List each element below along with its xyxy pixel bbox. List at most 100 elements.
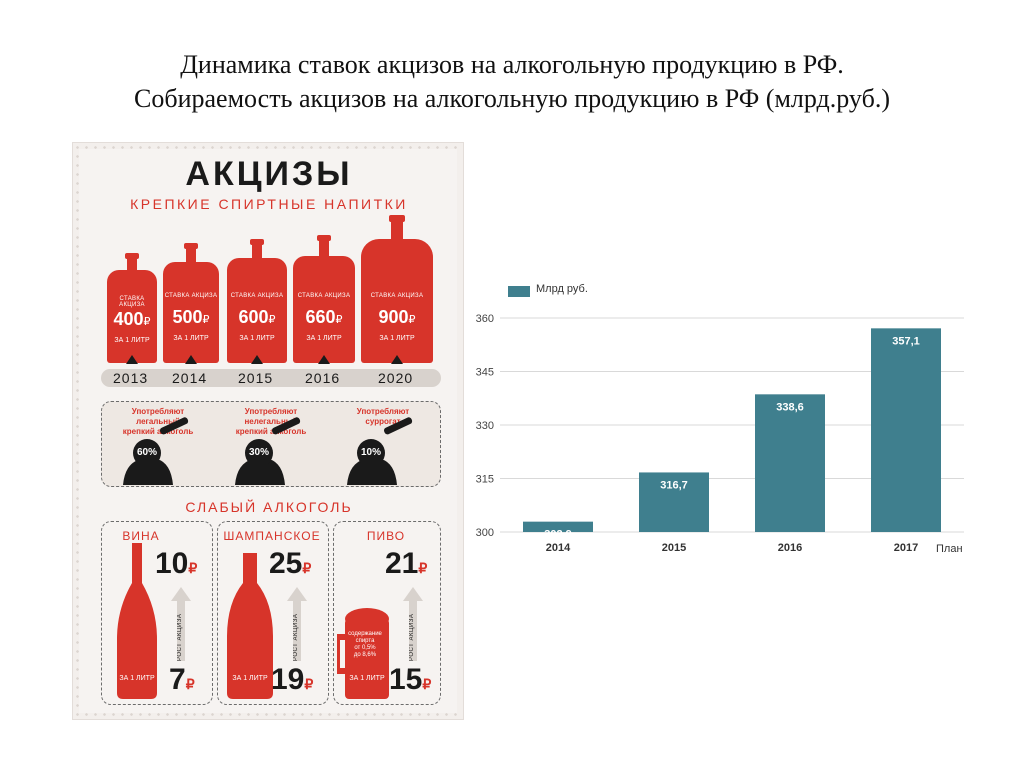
bottle-price: 400₽ <box>107 309 157 330</box>
price-value: 400 <box>113 309 144 329</box>
currency-sign: ₽ <box>202 314 210 326</box>
y-tick-label: 345 <box>476 367 494 379</box>
bottle-per-liter: ЗА 1 ЛИТР <box>239 335 275 342</box>
consumption-text-line: нелегальный <box>244 417 298 426</box>
beer-box <box>333 521 441 705</box>
bar <box>639 472 709 532</box>
slide-title-line1: Динамика ставок акцизов на алкогольную п… <box>180 50 844 79</box>
consumption-label: Употребляют суррогат <box>343 407 423 427</box>
x-category-label: 2014 <box>546 542 571 554</box>
y-tick-label: 330 <box>476 420 494 432</box>
consumption-text-line: суррогат <box>365 417 401 426</box>
beer-note-line: до 8,6% <box>353 652 377 658</box>
consumption-text-line: Употребляют <box>131 407 185 416</box>
price-value: 600 <box>238 307 269 327</box>
year-pointer-icon <box>185 355 197 364</box>
per-liter-label: ЗА 1 ЛИТР <box>232 675 268 682</box>
bottle-rate-label: СТАВКА АКЦИЗА <box>297 293 351 299</box>
price-value: 15 <box>389 663 423 696</box>
spirits-bottle: СТАВКА АКЦИЗА 660₽ ЗА 1 ЛИТР <box>293 235 355 363</box>
per-liter-label: ЗА 1 ЛИТР <box>119 675 155 682</box>
price-value: 19 <box>271 663 305 696</box>
growth-arrow-shaft <box>177 601 185 661</box>
currency-sign: ₽ <box>418 560 428 576</box>
bottle-cap <box>317 235 331 241</box>
bottle-body <box>163 262 219 363</box>
wine-bottle-icon <box>117 543 157 699</box>
year-pointer-icon <box>318 355 330 364</box>
bottle-body <box>293 256 355 363</box>
consumption-percent: 30% <box>245 439 273 467</box>
x-category-label: 2015 <box>662 542 686 554</box>
bottle-per-liter: ЗА 1 ЛИТР <box>306 335 342 342</box>
wine-box <box>101 521 213 705</box>
year-label: 2020 <box>378 370 414 386</box>
price-value: 660 <box>305 307 336 327</box>
y-tick-label: 300 <box>476 527 494 539</box>
bottle-body <box>107 270 157 363</box>
currency-sign: ₽ <box>268 314 276 326</box>
price-value: 500 <box>172 307 203 327</box>
bottle-rate-label: СТАВКА АКЦИЗА <box>230 293 284 299</box>
growth-label: РОСТ АКЦИЗА <box>293 613 299 661</box>
currency-sign: ₽ <box>335 314 343 326</box>
bar-value-label: 302,9 <box>544 529 572 541</box>
bottle-cap <box>125 253 139 259</box>
consumption-text-line: Употребляют <box>356 407 410 416</box>
new-excise-price: 10₽ <box>155 547 197 581</box>
x-category-label: 2016 <box>778 542 802 554</box>
year-label: 2014 <box>172 370 208 386</box>
slide-title: Динамика ставок акцизов на алкогольную п… <box>0 48 1024 116</box>
bottle-neck <box>127 258 137 272</box>
y-tick-label: 315 <box>476 474 494 486</box>
growth-arrow-icon <box>287 587 307 601</box>
beer-mug-icon <box>337 608 389 699</box>
infographic-heading: АКЦИЗЫ <box>185 155 353 193</box>
beer-note-line: от 0,5% <box>354 645 376 651</box>
price-value: 10 <box>155 547 189 580</box>
y-tick-label: 360 <box>476 313 494 325</box>
bottle-price: 600₽ <box>227 307 287 328</box>
bar <box>871 328 941 532</box>
spirits-bottle: СТАВКА АКЦИЗА 900₽ ЗА 1 ЛИТР <box>361 215 433 363</box>
per-liter-label: ЗА 1 ЛИТР <box>349 675 385 682</box>
legend-swatch <box>508 286 530 297</box>
currency-sign: ₽ <box>185 676 195 692</box>
price-value: 21 <box>385 547 419 580</box>
category-title: ПИВО <box>366 529 406 543</box>
drinker-icon <box>123 459 173 485</box>
bottle-rate-label: СТАВКА АКЦИЗА <box>119 296 145 308</box>
bottle-neck <box>186 248 196 264</box>
bottle-rate-label: СТАВКА АКЦИЗА <box>370 293 424 299</box>
drinker-silhouettes <box>123 417 413 485</box>
bar <box>755 394 825 532</box>
bottle-per-liter: ЗА 1 ЛИТР <box>379 335 415 342</box>
slide-title-line2: Собираемость акцизов на алкогольную прод… <box>134 84 890 113</box>
bottle-cap <box>250 239 264 245</box>
price-value: 900 <box>378 307 409 327</box>
weak-alcohol-title: СЛАБЫЙ АЛКОГОЛЬ <box>185 499 353 515</box>
spirits-bottles: СТАВКА АКЦИЗА 400₽ ЗА 1 ЛИТР СТАВКА АКЦИ… <box>73 143 463 403</box>
x-category-label: 2017 <box>894 542 918 554</box>
new-excise-price: 21₽ <box>385 547 427 581</box>
excise-collection-chart: Млрд руб. 300 315 330 345 360 302,9 2014 316,7 2… <box>466 262 986 562</box>
year-label: 2016 <box>305 370 341 386</box>
category-title: ВИНА <box>122 529 160 543</box>
growth-arrow-icon <box>403 587 423 601</box>
old-excise-price: 7₽ <box>169 663 195 697</box>
bottle-cap <box>184 243 198 249</box>
spirits-bottle: СТАВКА АКЦИЗА 600₽ ЗА 1 ЛИТР <box>227 239 287 363</box>
growth-arrow-icon <box>171 587 191 601</box>
growth-label: РОСТ АКЦИЗА <box>177 613 183 661</box>
old-excise-price: 19₽ <box>271 663 313 697</box>
bottle-price: 500₽ <box>163 307 219 328</box>
currency-sign: ₽ <box>143 316 151 328</box>
bottle-neck <box>391 221 403 241</box>
bar <box>523 521 593 532</box>
bottle-rate-label: СТАВКА АКЦИЗА <box>164 293 218 299</box>
consumption-text-line: крепкий алкоголь <box>122 427 194 436</box>
drinker-icon <box>235 459 285 485</box>
bottle-body <box>361 239 433 363</box>
bottle-body <box>227 258 287 363</box>
currency-sign: ₽ <box>422 676 432 692</box>
